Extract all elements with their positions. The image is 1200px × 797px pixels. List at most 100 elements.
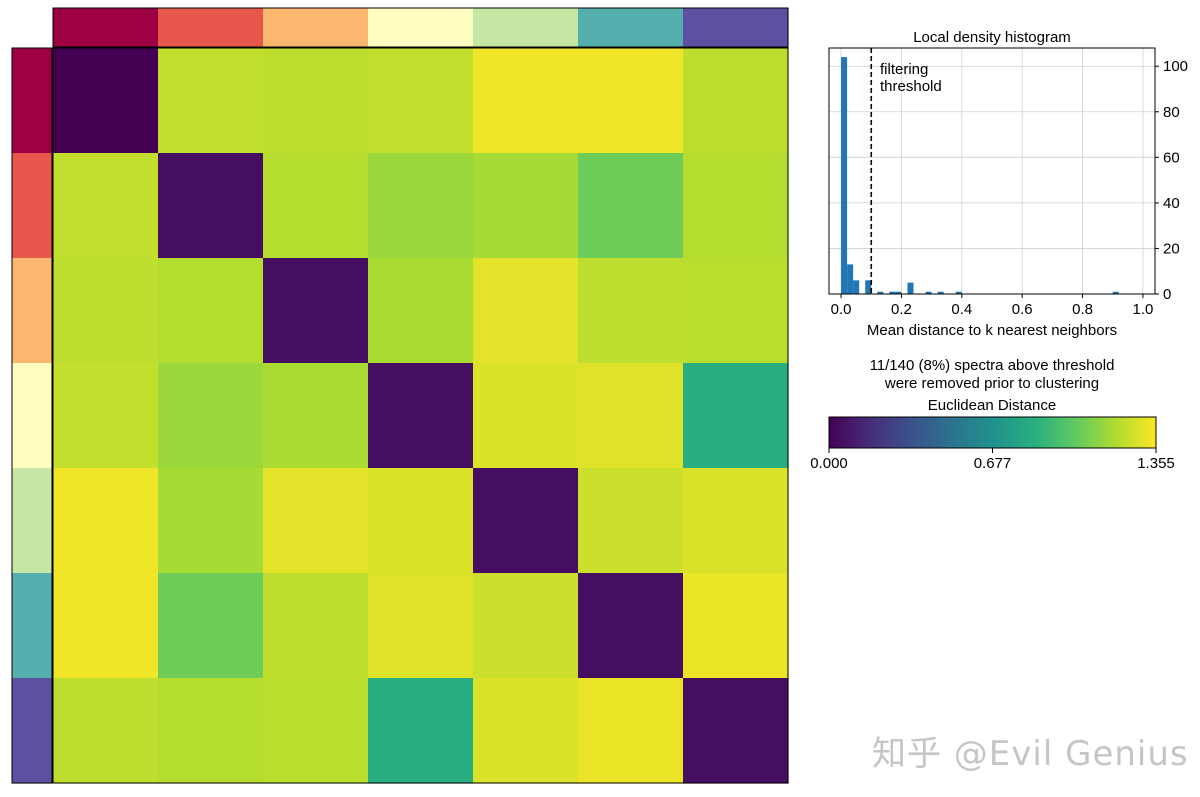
histogram-bar xyxy=(955,291,962,294)
y-tick-label: 40 xyxy=(1163,195,1180,212)
y-tick-label: 100 xyxy=(1163,58,1188,75)
cluster-color-top xyxy=(368,8,474,47)
threshold-label-line-1: filtering xyxy=(880,61,928,78)
heatmap-cell xyxy=(158,48,264,154)
histogram-bar xyxy=(1112,291,1119,294)
colorbar-ticks: 0.000 0.677 1.355 xyxy=(810,448,1175,472)
heatmap-cell xyxy=(473,363,579,469)
top-bar-frame xyxy=(52,7,789,48)
cluster-color-left xyxy=(12,573,52,679)
x-tick-label: 0.2 xyxy=(891,301,912,318)
y-tick-label: 20 xyxy=(1163,240,1180,257)
colorbar-tick-label-max: 1.355 xyxy=(1137,455,1175,472)
heatmap-cell xyxy=(473,153,579,259)
x-tick-label: 0.6 xyxy=(1012,301,1033,318)
heatmap-cell xyxy=(158,573,264,679)
heatmap-cell xyxy=(683,678,789,784)
heatmap-cell xyxy=(263,48,369,154)
histogram-bar xyxy=(853,280,860,294)
heatmap-cell xyxy=(53,48,159,154)
heatmap-cell xyxy=(683,48,789,154)
heatmap-cell xyxy=(53,468,159,574)
heatmap-cell xyxy=(158,153,264,259)
heatmap-cell xyxy=(53,678,159,784)
heatmap-cell xyxy=(473,468,579,574)
caption-line-2: were removed prior to clustering xyxy=(884,375,1099,392)
heatmap-cell xyxy=(368,153,474,259)
heatmap-cell xyxy=(53,573,159,679)
x-tick-label: 0.4 xyxy=(951,301,972,318)
histogram-y-ticks: 0 20 40 60 80 100 xyxy=(1155,58,1188,303)
cluster-color-bar-top xyxy=(52,7,789,48)
heatmap-cell xyxy=(473,678,579,784)
heatmap-cell xyxy=(263,153,369,259)
heatmap-cell xyxy=(473,258,579,364)
heatmap-cell xyxy=(578,153,684,259)
heatmap-cell xyxy=(578,48,684,154)
histogram-bar xyxy=(847,264,854,294)
heatmap-cell xyxy=(473,573,579,679)
heatmap-cell xyxy=(368,363,474,469)
heatmap-cell xyxy=(683,573,789,679)
x-tick-label: 0.0 xyxy=(831,301,852,318)
x-tick-label: 0.8 xyxy=(1072,301,1093,318)
left-bar-frame xyxy=(11,47,53,784)
heatmap-frame xyxy=(52,47,789,784)
heatmap-cell xyxy=(263,468,369,574)
heatmap-cell xyxy=(263,678,369,784)
histogram-bar xyxy=(865,280,872,294)
heatmap-cell xyxy=(683,153,789,259)
heatmap-cell xyxy=(53,363,159,469)
distance-heatmap xyxy=(52,47,789,784)
heatmap-cell xyxy=(578,363,684,469)
colorbar-tick-label-min: 0.000 xyxy=(810,455,848,472)
heatmap-cell xyxy=(263,573,369,679)
density-histogram: Local density histogram filtering thresh… xyxy=(828,29,1188,339)
histogram-bar xyxy=(877,291,884,294)
threshold-label-line-2: threshold xyxy=(880,78,942,95)
heatmap-cell xyxy=(53,153,159,259)
heatmap-cell xyxy=(578,258,684,364)
cluster-color-top xyxy=(683,8,789,47)
heatmap-cell xyxy=(263,363,369,469)
heatmap-cell xyxy=(578,573,684,679)
histogram-bar xyxy=(937,291,944,294)
histogram-title: Local density histogram xyxy=(913,29,1071,46)
histogram-bar xyxy=(925,291,932,294)
histogram-bars xyxy=(841,57,1119,294)
heatmap-cell xyxy=(578,678,684,784)
heatmap-cell xyxy=(683,468,789,574)
x-tick-label: 1.0 xyxy=(1132,301,1153,318)
heatmap-cell xyxy=(368,48,474,154)
y-tick-label: 0 xyxy=(1163,286,1171,303)
cluster-color-bar-left xyxy=(11,47,53,784)
cluster-color-left xyxy=(12,48,52,154)
cluster-color-top xyxy=(53,8,159,47)
heatmap-cell xyxy=(53,258,159,364)
cluster-color-top xyxy=(158,8,264,47)
heatmap-cell xyxy=(158,468,264,574)
colorbar xyxy=(828,416,1157,449)
histogram-frame xyxy=(828,47,1156,295)
heatmap-cell xyxy=(368,258,474,364)
heatmap-cell xyxy=(158,363,264,469)
cluster-color-top xyxy=(578,8,684,47)
cluster-color-left xyxy=(12,363,52,469)
histogram-bar xyxy=(895,291,902,294)
histogram-bar xyxy=(889,291,896,294)
caption-line-1: 11/140 (8%) spectra above threshold xyxy=(870,357,1115,374)
watermark: 知乎 @Evil Genius xyxy=(872,734,1189,774)
heatmap-cell xyxy=(473,48,579,154)
colorbar-tick-label-mid: 0.677 xyxy=(974,455,1012,472)
cluster-color-top xyxy=(263,8,369,47)
cluster-color-left xyxy=(12,153,52,259)
histogram-grid xyxy=(829,48,1155,295)
histogram-bar xyxy=(841,57,848,294)
histogram-bar xyxy=(907,282,914,294)
heatmap-cell xyxy=(683,363,789,469)
y-tick-label: 80 xyxy=(1163,104,1180,121)
cluster-color-left xyxy=(12,468,52,574)
heatmap-cell xyxy=(368,573,474,679)
cluster-color-top xyxy=(473,8,579,47)
